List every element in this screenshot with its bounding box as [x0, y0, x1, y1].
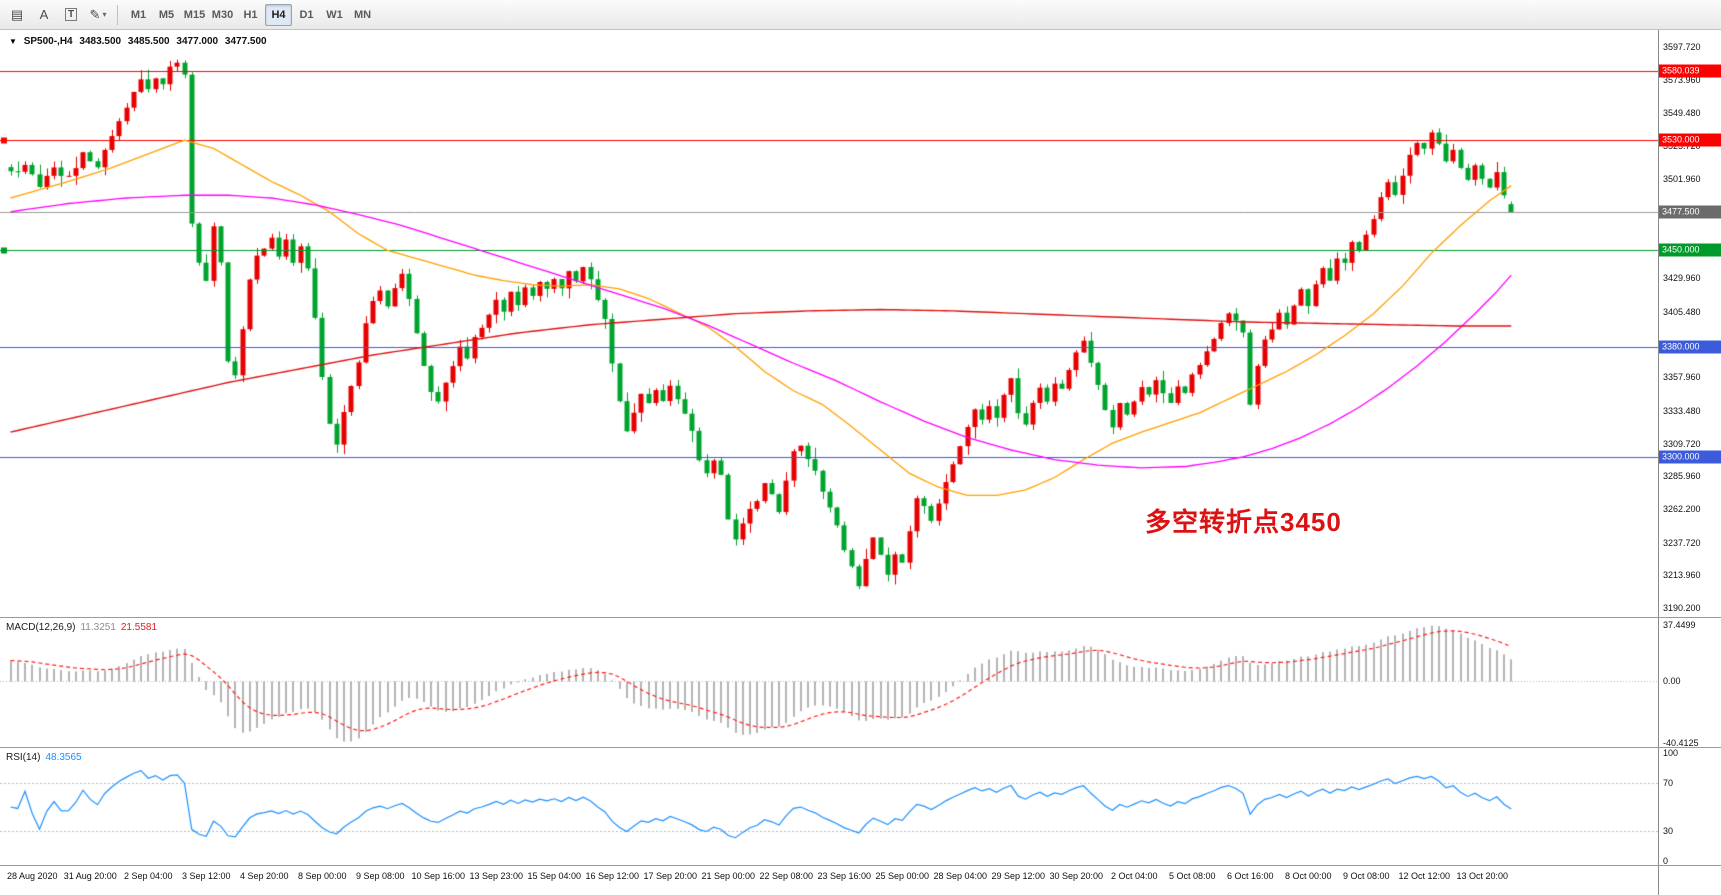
time-axis-label: 16 Sep 12:00 [585, 871, 640, 881]
rsi-label: RSI(14) 48.3565 [6, 752, 87, 763]
price-tick-label: 3405.480 [1663, 306, 1701, 317]
text-tool-button[interactable]: T [59, 4, 83, 26]
candlestick-chart[interactable] [0, 30, 1658, 618]
time-axis-label: 3 Sep 12:00 [181, 871, 231, 881]
time-axis-label: 2 Oct 04:00 [1110, 871, 1158, 881]
macd-signal-value: 21.5581 [120, 622, 158, 633]
time-axis-label: 8 Oct 00:00 [1284, 871, 1332, 881]
chart-title: ▼ SP500-,H4 3483.500 3485.500 3477.000 3… [9, 36, 271, 47]
toolbar-timeframes: M1 M5 M15 M30 H1 H4 D1 W1 MN [125, 3, 376, 26]
symbol-dropdown-icon[interactable]: ▼ [9, 37, 17, 46]
panel-separator-macd[interactable] [0, 617, 1721, 618]
time-axis-label: 12 Oct 12:00 [1398, 871, 1451, 881]
ohlc-high: 3485.500 [127, 36, 170, 47]
price-axis[interactable]: 3597.7203573.9603549.4803525.7203501.960… [1658, 30, 1721, 895]
rsi-indicator-panel[interactable] [0, 748, 1658, 866]
price-tick-label: 3213.960 [1663, 570, 1701, 581]
price-tick-label: 3573.960 [1663, 74, 1701, 85]
price-tick-label: 3190.200 [1663, 603, 1701, 614]
text-tool-icon: T [64, 8, 78, 21]
price-line-badge: 3380.000 [1659, 340, 1721, 354]
time-axis[interactable]: 28 Aug 2020 31 Aug 20:00 2 Sep 04:00 3 Sep … [0, 866, 1658, 895]
timeframe-button-m15[interactable]: M15 [183, 8, 206, 21]
draw-tool-button[interactable]: ✎ ▾ [86, 4, 110, 26]
price-tick-label: 3429.960 [1663, 272, 1701, 283]
rsi-tick-label: 30 [1663, 825, 1674, 836]
time-axis-label: 10 Sep 16:00 [411, 871, 466, 881]
price-tick-label: 3597.720 [1663, 41, 1701, 52]
toolbar-separator [117, 4, 118, 25]
time-axis-label: 15 Sep 04:00 [527, 871, 582, 881]
price-tick-label: 3262.200 [1663, 503, 1701, 514]
price-tick-label: 3285.960 [1663, 471, 1701, 482]
macd-tick-label: 0.00 [1663, 676, 1681, 687]
time-axis-label: 28 Aug 2020 [6, 871, 58, 881]
time-axis-label: 9 Oct 08:00 [1342, 871, 1390, 881]
time-axis-label: 4 Sep 20:00 [239, 871, 289, 881]
current-price-badge: 3477.500 [1659, 205, 1721, 219]
time-axis-label: 6 Oct 16:00 [1226, 871, 1274, 881]
timeframe-button-mn[interactable]: MN [353, 8, 372, 21]
dropdown-caret-icon: ▾ [102, 10, 107, 19]
macd-indicator-panel[interactable] [0, 618, 1658, 748]
draw-tool-icon: ✎ [89, 6, 101, 22]
time-axis-label: 29 Sep 12:00 [991, 871, 1046, 881]
time-axis-label: 2 Sep 04:00 [123, 871, 173, 881]
macd-label: MACD(12,26,9) 11.3251 21.5581 [6, 622, 162, 633]
ohlc-open: 3483.500 [79, 36, 122, 47]
toolbar-tools: ▤ A T ✎ ▾ [5, 4, 110, 26]
annotation-text[interactable]: 多空转折点3450 [1145, 507, 1342, 537]
time-axis-label: 13 Sep 23:00 [469, 871, 524, 881]
timeframe-button-m1[interactable]: M1 [130, 8, 147, 21]
timeframe-button-m5[interactable]: M5 [158, 8, 175, 21]
price-tick-label: 3237.720 [1663, 537, 1701, 548]
rsi-tick-label: 70 [1663, 778, 1674, 789]
cursor-tool-button[interactable]: A [32, 4, 56, 26]
time-axis-label: 30 Sep 20:00 [1049, 871, 1104, 881]
symbol-period-label: SP500-,H4 [23, 36, 73, 47]
price-tick-label: 3309.720 [1663, 438, 1701, 449]
price-tick-label: 3333.480 [1663, 405, 1701, 416]
price-tick-label: 3549.480 [1663, 108, 1701, 119]
time-axis-label: 17 Sep 20:00 [643, 871, 698, 881]
time-axis-label: 31 Aug 20:00 [63, 871, 117, 881]
time-axis-label: 5 Oct 08:00 [1168, 871, 1216, 881]
macd-tick-label: 37.4499 [1663, 619, 1696, 630]
rsi-name: RSI(14) [6, 752, 41, 763]
macd-name: MACD(12,26,9) [6, 622, 76, 633]
rsi-tick-label: 0 [1663, 856, 1669, 866]
timeframe-button-h4[interactable]: H4 [265, 3, 292, 26]
price-line-badge: 3300.000 [1659, 450, 1721, 464]
time-axis-label: 13 Oct 20:00 [1456, 871, 1509, 881]
time-axis-label: 9 Sep 08:00 [355, 871, 405, 881]
timeframe-button-d1[interactable]: D1 [299, 8, 314, 21]
rsi-value: 48.3565 [45, 752, 82, 763]
time-axis-label: 23 Sep 16:00 [817, 871, 872, 881]
toolbar: ▤ A T ✎ ▾ M1 M5 M15 M30 H1 H4 D1 W1 MN [0, 0, 1721, 30]
panel-separator-timeaxis [0, 865, 1721, 866]
price-line-badge: 3580.039 [1659, 64, 1721, 78]
time-axis-label: 8 Sep 00:00 [297, 871, 347, 881]
cursor-tool-icon: A [39, 7, 49, 22]
panel-separator-rsi[interactable] [0, 747, 1721, 748]
timeframe-button-m30[interactable]: M30 [211, 8, 234, 21]
price-line-badge: 3450.000 [1659, 243, 1721, 257]
macd-tick-label: -40.4125 [1663, 737, 1699, 748]
timeframe-button-h1[interactable]: H1 [243, 8, 258, 21]
ohlc-low: 3477.000 [176, 36, 219, 47]
price-tick-label: 3501.960 [1663, 173, 1701, 184]
rsi-tick-label: 100 [1663, 748, 1679, 758]
price-line-badge: 3530.000 [1659, 133, 1721, 147]
time-axis-label: 21 Sep 00:00 [701, 871, 756, 881]
time-axis-label: 28 Sep 04:00 [933, 871, 988, 881]
time-axis-label: 22 Sep 08:00 [759, 871, 814, 881]
chart-list-button[interactable]: ▤ [5, 4, 29, 26]
chart-list-icon: ▤ [10, 6, 24, 22]
price-tick-label: 3357.960 [1663, 372, 1701, 383]
macd-main-value: 11.3251 [80, 622, 116, 633]
time-axis-label: 25 Sep 00:00 [875, 871, 930, 881]
timeframe-button-w1[interactable]: W1 [326, 8, 343, 21]
ohlc-close: 3477.500 [224, 36, 267, 47]
